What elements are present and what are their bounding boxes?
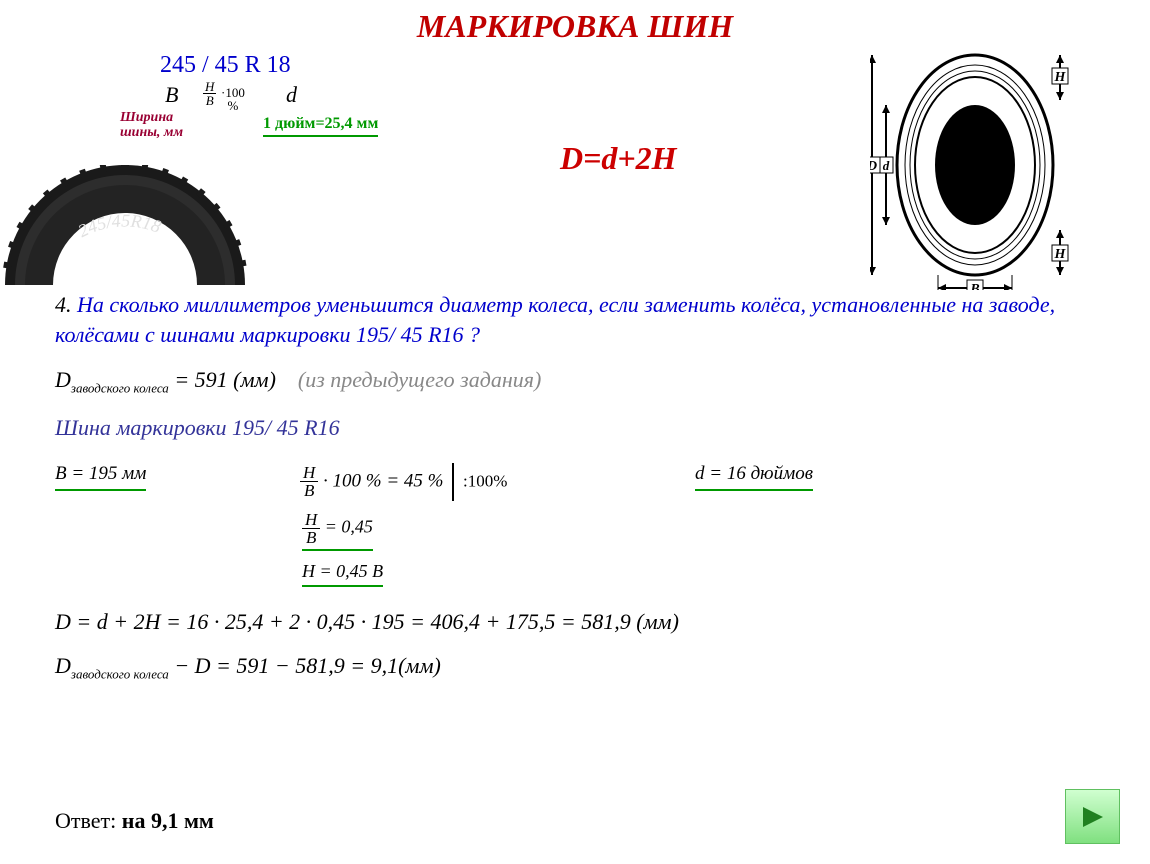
frac-H-over-B: H B ·100 %: [203, 80, 216, 107]
answer: Ответ: на 9,1 мм: [55, 808, 214, 834]
calc-row-3: H = 0,45 B: [55, 551, 1100, 587]
tire-half-image: 245/45R18: [0, 165, 250, 300]
tire-marking-code: 245 / 45 R 18: [160, 52, 291, 79]
svg-text:D: D: [870, 159, 877, 174]
question-text: 4. На сколько миллиметров уменьшится диа…: [55, 290, 1100, 349]
calc-HB-045: HB = 0,45: [302, 511, 373, 551]
line-D-calc: D = d + 2H = 16 · 25,4 + 2 · 0,45 · 195 …: [55, 609, 1100, 635]
calc-H: H = 0,45 B: [302, 561, 383, 587]
width-label: Ширинашины, мм: [120, 110, 183, 141]
line-diff: Dзаводского колеса − D = 591 − 581,9 = 9…: [55, 653, 1100, 682]
svg-text:d: d: [883, 158, 890, 173]
symbol-B: B: [165, 82, 178, 108]
content-area: 4. На сколько миллиметров уменьшится диа…: [55, 290, 1100, 682]
hb-mult-100: ·100 %: [221, 86, 245, 112]
line-factory-D: Dзаводского колеса = 591 (мм) (из предыд…: [55, 367, 1100, 396]
inch-conversion: 1 дюйм=25,4 мм: [263, 115, 378, 137]
formula-D: D=d+2H: [560, 140, 676, 177]
calc-d: d = 16 дюймов: [695, 463, 813, 491]
next-button[interactable]: [1065, 789, 1120, 844]
svg-text:H: H: [1054, 70, 1067, 85]
calc-row-2: HB = 0,45: [55, 511, 1100, 551]
calc-row-1: B = 195 мм HB · 100 % = 45 % :100% d = 1…: [55, 463, 1100, 503]
calc-B: B = 195 мм: [55, 463, 146, 491]
page-title: МАРКИРОВКА ШИН: [0, 0, 1150, 45]
calc-HB: HB · 100 % = 45 % :100%: [300, 463, 507, 505]
svg-text:H: H: [1054, 247, 1067, 262]
line-marking-195: Шина маркировки 195/ 45 R16: [55, 415, 1100, 441]
tire-diagram: H H d D B: [870, 40, 1080, 295]
symbol-d: d: [286, 82, 297, 108]
svg-text:B: B: [969, 282, 979, 290]
prev-task-note: (из предыдущего задания): [298, 367, 541, 392]
